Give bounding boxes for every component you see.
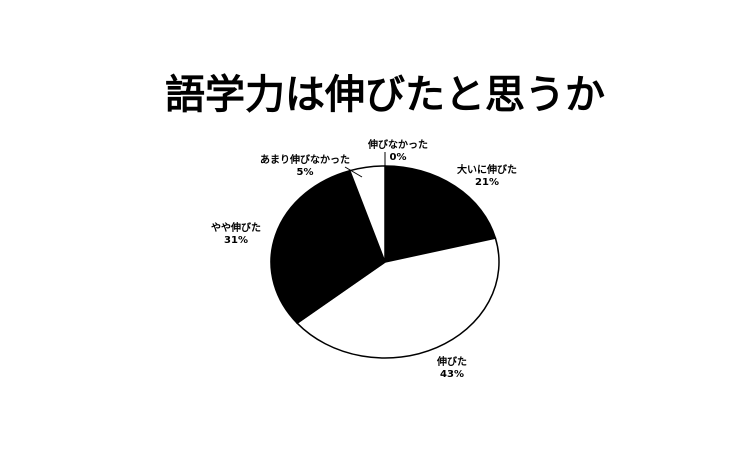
slice-label: 伸びなかった xyxy=(367,138,428,151)
slice-value-label: 0% xyxy=(390,152,407,163)
slice-label: 大いに伸びた xyxy=(457,163,517,176)
slice-label: やや伸びた xyxy=(211,221,261,234)
slice-label: 伸びた xyxy=(436,355,467,368)
slice-value-label: 21% xyxy=(475,177,499,188)
slice-label: あまり伸びなかった xyxy=(260,153,350,166)
slice-value-label: 5% xyxy=(297,167,314,178)
pie-slice xyxy=(270,169,386,325)
pie-slice xyxy=(296,237,500,359)
chart-title: 語学力は伸びたと思うか xyxy=(165,72,605,118)
pie-slice xyxy=(384,165,497,263)
leader-line xyxy=(344,166,363,178)
slice-value-label: 43% xyxy=(440,369,464,380)
slice-value-label: 31% xyxy=(224,235,248,246)
